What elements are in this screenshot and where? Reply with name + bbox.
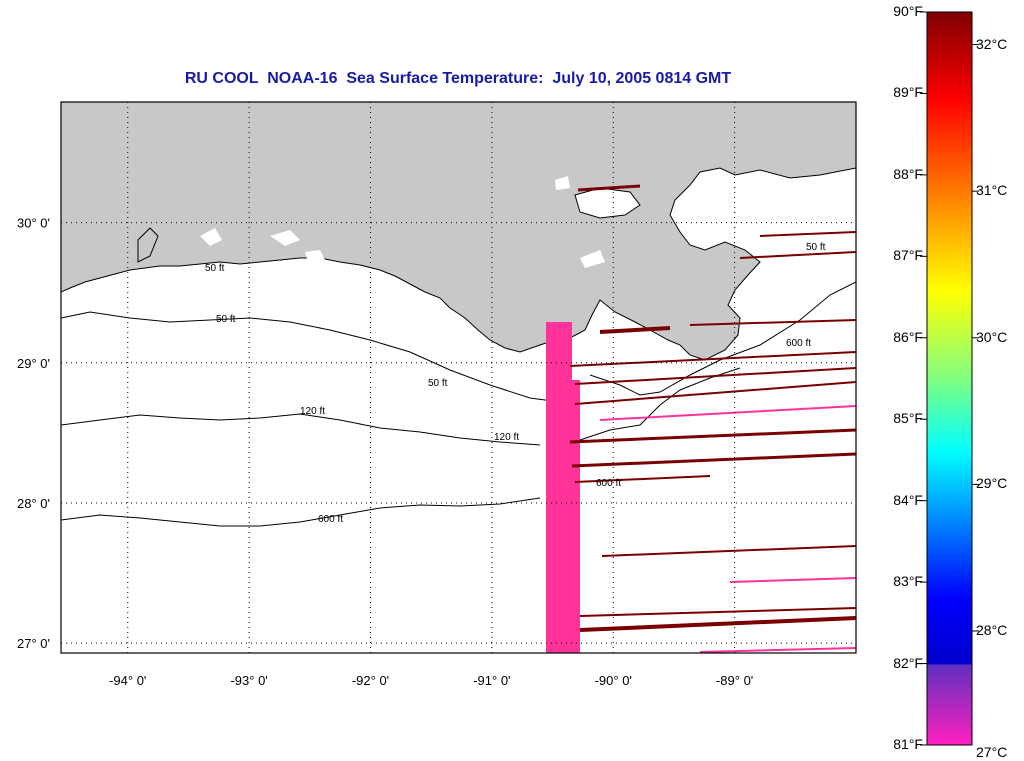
lat-tick-label: 27° 0' xyxy=(17,636,50,651)
colorbar-ticks xyxy=(920,11,979,746)
sst-streak xyxy=(699,647,856,653)
marsh-white-2 xyxy=(270,230,300,246)
lat-tick-label: 29° 0' xyxy=(17,356,50,371)
lon-tick-label: -90° 0' xyxy=(595,673,632,688)
colorbar-f-label: 82°F xyxy=(893,654,923,671)
colorbar-c-label: 30°C xyxy=(976,328,1008,345)
contour-shelf-east-2 xyxy=(579,367,741,441)
colorbar-f-label: 87°F xyxy=(893,247,923,264)
contour-shelf-east xyxy=(589,281,856,396)
contour-label-120ft: 120 ft xyxy=(494,432,519,443)
colorbar-c-label: 31°C xyxy=(976,182,1008,199)
plot-frame xyxy=(60,101,857,654)
lon-tick-label: -93° 0' xyxy=(230,673,267,688)
contour-label-50ft: 50 ft xyxy=(216,314,236,325)
colorbar-f-label: 90°F xyxy=(893,3,923,19)
contour-label-600ft: 600 ft xyxy=(786,338,811,349)
sst-swath-edge xyxy=(572,380,580,653)
contour-label-600ft: 600 ft xyxy=(318,514,343,525)
colorbar-f-label: 81°F xyxy=(893,736,923,752)
sst-streak xyxy=(729,577,856,583)
colorbar-c-label: 32°C xyxy=(976,35,1008,52)
sst-streak xyxy=(579,616,856,632)
sst-streak xyxy=(599,326,671,334)
colorbar-c-label: 27°C xyxy=(976,744,1008,760)
marsh-white-3 xyxy=(305,250,326,262)
lon-tick-label: -94° 0' xyxy=(109,673,146,688)
colorbar-c-label: 28°C xyxy=(976,621,1008,638)
contour-600ft xyxy=(61,497,541,527)
lat-tick-label: 30° 0' xyxy=(17,216,50,231)
sst-streak xyxy=(689,319,856,326)
sst-streak xyxy=(574,367,856,385)
sst-streak xyxy=(569,351,856,367)
sst-streak xyxy=(601,545,856,557)
contour-50ft xyxy=(61,311,561,403)
sst-streak xyxy=(574,475,711,483)
marsh-white-1 xyxy=(200,228,222,246)
lat-tick-label: 28° 0' xyxy=(17,496,50,511)
colorbar-f-label: 89°F xyxy=(893,84,923,101)
colorbar-f-label: 84°F xyxy=(893,491,923,508)
contour-label-50ft: 50 ft xyxy=(205,263,225,274)
marsh-white-4 xyxy=(580,250,605,268)
sst-streak xyxy=(759,231,856,237)
lon-tick-label: -91° 0' xyxy=(473,673,510,688)
contour-label-120ft: 120 ft xyxy=(300,406,325,417)
marsh-white-5 xyxy=(555,176,570,190)
colorbar xyxy=(926,11,973,746)
sst-streak xyxy=(569,428,856,444)
contour-label-600ft: 600 ft xyxy=(596,478,621,489)
sst-streak xyxy=(571,452,856,468)
colorbar-f-label: 83°F xyxy=(893,573,923,590)
colorbar-f-label: 88°F xyxy=(893,165,923,182)
lon-tick-label: -92° 0' xyxy=(352,673,389,688)
sst-streak xyxy=(739,251,856,259)
bay-outline xyxy=(137,227,159,263)
colorbar-f-label: 85°F xyxy=(893,410,923,427)
sst-streak xyxy=(574,381,856,405)
colorbar-c-label: 29°C xyxy=(976,475,1008,492)
sst-streak xyxy=(599,405,856,421)
lon-tick-label: -89° 0' xyxy=(716,673,753,688)
contour-label-50ft: 50 ft xyxy=(806,242,826,253)
land-mass xyxy=(61,102,856,361)
sst-streak xyxy=(579,607,856,617)
map-title: RU COOL NOAA-16 Sea Surface Temperature:… xyxy=(184,70,732,87)
contour-label-50ft: 50 ft xyxy=(428,378,448,389)
colorbar-f-label: 86°F xyxy=(893,328,923,345)
contour-120ft xyxy=(61,413,541,446)
graticule: -94° 0' -93° 0' -92° 0' -91° 0' -90° 0' -89° … xyxy=(17,102,856,688)
sst-swath xyxy=(546,322,572,653)
sst-streak xyxy=(577,184,641,192)
